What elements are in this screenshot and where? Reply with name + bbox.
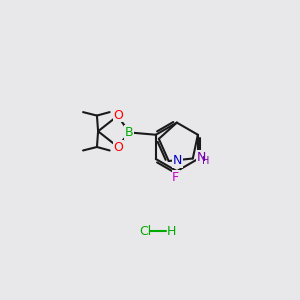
Text: Cl: Cl (140, 225, 152, 238)
Text: O: O (113, 141, 123, 154)
Text: B: B (125, 126, 134, 139)
Text: H: H (202, 156, 209, 166)
Text: N: N (173, 154, 182, 167)
Text: H: H (167, 225, 176, 238)
Text: F: F (172, 171, 179, 184)
Text: N: N (197, 151, 206, 164)
Text: O: O (113, 109, 123, 122)
